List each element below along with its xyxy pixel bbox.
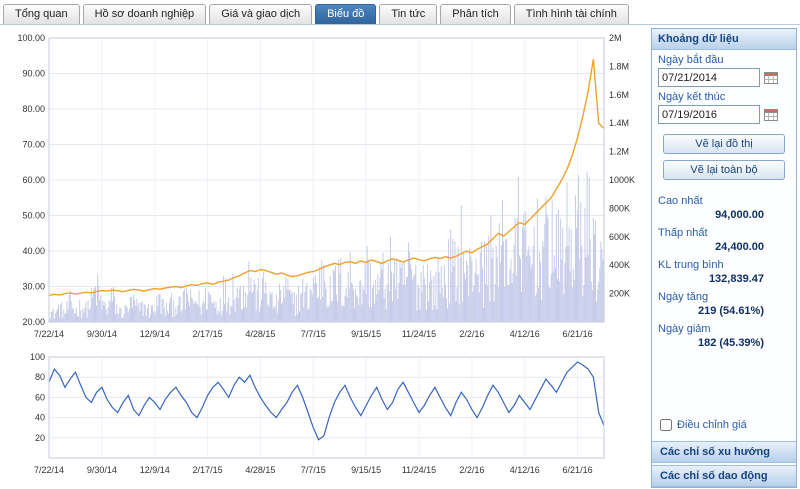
svg-text:2/2/16: 2/2/16 — [459, 329, 484, 339]
svg-text:12/9/14: 12/9/14 — [140, 329, 170, 339]
svg-text:11/24/15: 11/24/15 — [402, 465, 436, 475]
end-date-label: Ngày kết thúc — [658, 91, 726, 103]
redraw-all-button[interactable]: Vẽ lại toàn bộ — [663, 160, 785, 180]
svg-text:40: 40 — [35, 413, 45, 423]
svg-text:9/15/15: 9/15/15 — [351, 329, 381, 339]
calendar-icon[interactable] — [764, 108, 778, 121]
svg-text:100.00: 100.00 — [17, 33, 45, 43]
tab-phan-tich[interactable]: Phân tích — [440, 4, 511, 24]
svg-text:7/22/14: 7/22/14 — [34, 329, 64, 339]
stats-block: Cao nhất 94,000.00 Thấp nhất 24,400.00 K… — [652, 190, 796, 350]
stat-highest-value: 94,000.00 — [715, 209, 764, 221]
svg-text:9/30/14: 9/30/14 — [87, 329, 117, 339]
tab-tin-tuc[interactable]: Tin tức — [379, 4, 438, 24]
svg-text:80: 80 — [35, 372, 45, 382]
svg-text:2/2/16: 2/2/16 — [459, 465, 484, 475]
svg-text:90.00: 90.00 — [22, 69, 45, 79]
trend-indicators-accordion[interactable]: Các chỉ số xu hướng — [652, 441, 796, 463]
svg-text:6/21/16: 6/21/16 — [563, 465, 593, 475]
svg-text:50.00: 50.00 — [22, 211, 45, 221]
redraw-chart-button[interactable]: Vẽ lại đồ thị — [663, 134, 785, 154]
stat-lowest-value: 24,400.00 — [715, 241, 764, 253]
svg-text:400K: 400K — [609, 260, 630, 270]
svg-text:1000K: 1000K — [609, 175, 635, 185]
svg-text:600K: 600K — [609, 232, 630, 242]
start-date-label: Ngày bắt đầu — [658, 54, 724, 66]
price-volume-chart: 7/22/14 9/30/14 12/9/14 2/17/15 4/28/15 7/7/1… — [17, 33, 635, 339]
svg-text:2M: 2M — [609, 33, 622, 43]
svg-text:1.6M: 1.6M — [609, 90, 629, 100]
tab-tinh-hinh-tai-chinh[interactable]: Tình hình tài chính — [513, 4, 629, 24]
svg-text:30.00: 30.00 — [22, 282, 45, 292]
svg-text:80.00: 80.00 — [22, 104, 45, 114]
svg-text:1.8M: 1.8M — [609, 61, 629, 71]
svg-text:2/17/15: 2/17/15 — [193, 329, 223, 339]
stat-up-days-label: Ngày tăng — [658, 291, 709, 303]
adjust-price-label: Điều chỉnh giá — [677, 419, 747, 431]
tab-bar: Tổng quan Hồ sơ doanh nghiệp Giá và giao… — [0, 0, 800, 25]
svg-text:9/15/15: 9/15/15 — [351, 465, 381, 475]
svg-text:70.00: 70.00 — [22, 140, 45, 150]
svg-text:200K: 200K — [609, 289, 630, 299]
svg-text:4/28/15: 4/28/15 — [245, 329, 275, 339]
svg-text:12/9/14: 12/9/14 — [140, 465, 170, 475]
svg-text:9/30/14: 9/30/14 — [87, 465, 117, 475]
stat-up-days-value: 219 (54.61%) — [697, 305, 764, 317]
stat-avg-volume-value: 132,839.47 — [708, 273, 764, 285]
svg-text:4/28/15: 4/28/15 — [245, 465, 275, 475]
sidebar-title: Khoảng dữ liệu — [652, 29, 796, 50]
calendar-icon[interactable] — [764, 71, 778, 84]
sidebar-panel: Khoảng dữ liệu Ngày bắt đầu Ngày kết thú… — [651, 28, 797, 488]
svg-text:800K: 800K — [609, 203, 630, 213]
svg-text:20: 20 — [35, 433, 45, 443]
svg-text:6/21/16: 6/21/16 — [563, 329, 593, 339]
oscillator-chart: 7/22/14 9/30/14 12/9/14 2/17/15 4/28/15 7/7/1… — [30, 352, 605, 475]
svg-text:7/22/14: 7/22/14 — [34, 465, 64, 475]
adjust-price-row: Điều chỉnh giá — [652, 415, 796, 439]
oscillator-indicators-accordion[interactable]: Các chỉ số dao động — [652, 465, 796, 487]
stat-down-days-label: Ngày giảm — [658, 323, 711, 335]
svg-text:100: 100 — [30, 352, 45, 362]
svg-text:11/24/15: 11/24/15 — [402, 329, 436, 339]
svg-text:1.4M: 1.4M — [609, 118, 629, 128]
svg-text:40.00: 40.00 — [22, 246, 45, 256]
svg-text:4/12/16: 4/12/16 — [510, 329, 540, 339]
stat-lowest-label: Thấp nhất — [658, 227, 708, 239]
svg-text:60.00: 60.00 — [22, 175, 45, 185]
adjust-price-checkbox[interactable] — [660, 419, 672, 431]
start-date-row — [652, 68, 796, 87]
tab-bieu-do[interactable]: Biểu đồ — [315, 4, 377, 24]
tab-ho-so-doanh-nghiep[interactable]: Hồ sơ doanh nghiệp — [82, 4, 207, 24]
svg-text:20.00: 20.00 — [22, 317, 45, 327]
svg-text:2/17/15: 2/17/15 — [193, 465, 223, 475]
svg-text:4/12/16: 4/12/16 — [510, 465, 540, 475]
svg-text:7/7/15: 7/7/15 — [301, 465, 326, 475]
stat-avg-volume-label: KL trung bình — [658, 259, 724, 271]
end-date-input[interactable] — [658, 105, 760, 124]
svg-text:7/7/15: 7/7/15 — [301, 329, 326, 339]
tab-gia-va-giao-dich[interactable]: Giá và giao dịch — [209, 4, 313, 24]
start-date-input[interactable] — [658, 68, 760, 87]
tab-tong-quan[interactable]: Tổng quan — [3, 4, 80, 24]
svg-text:60: 60 — [35, 392, 45, 402]
end-date-row — [652, 105, 796, 124]
chart-panel: 7/22/14 9/30/14 12/9/14 2/17/15 4/28/15 7/7/1… — [3, 30, 649, 484]
svg-text:1.2M: 1.2M — [609, 147, 629, 157]
stat-highest-label: Cao nhất — [658, 195, 703, 207]
stat-down-days-value: 182 (45.39%) — [697, 337, 764, 349]
